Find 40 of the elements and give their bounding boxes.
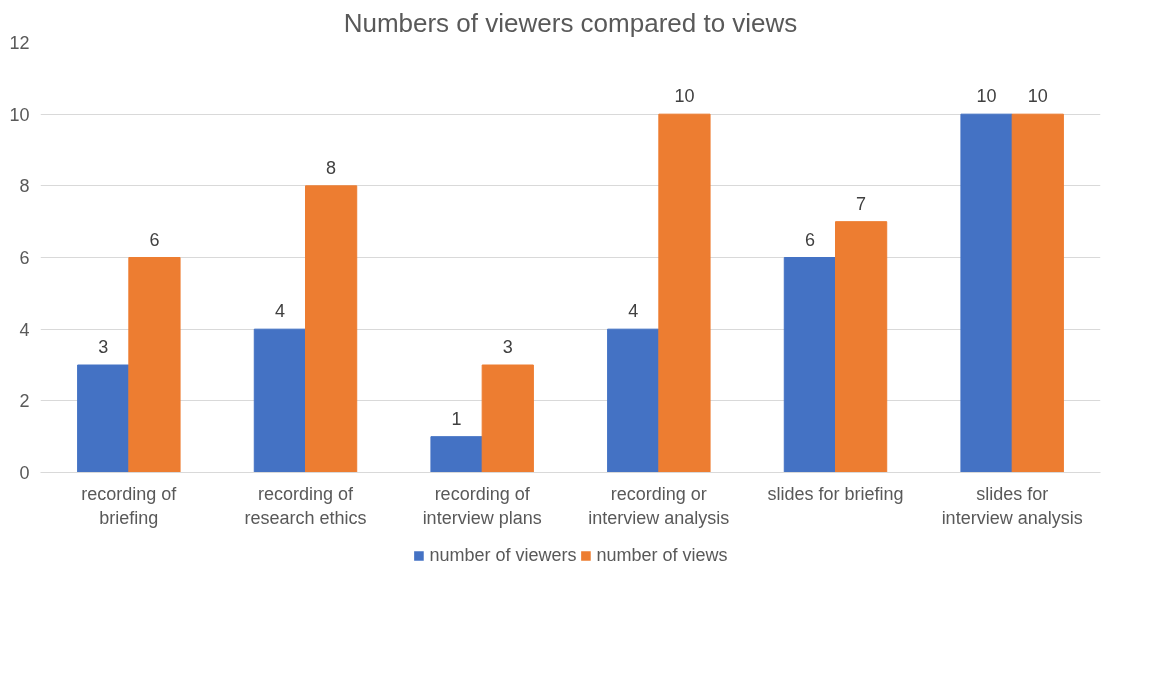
chart-title: Numbers of viewers compared to views <box>343 7 798 38</box>
x-tick-label: slides for interview analysis <box>941 483 1083 528</box>
data-label: 4 <box>274 301 285 322</box>
data-label: 10 <box>1027 86 1048 107</box>
bar <box>253 328 306 473</box>
y-tick-label: 0 <box>19 463 30 483</box>
data-label: 10 <box>674 86 695 107</box>
x-tick-label: slides for briefing <box>767 483 904 504</box>
y-tick-label: 6 <box>19 248 30 268</box>
legend-label: number of views <box>596 544 728 566</box>
bar <box>1011 113 1064 473</box>
data-label: 8 <box>326 157 337 178</box>
bar <box>305 185 358 473</box>
data-label: 10 <box>976 86 997 107</box>
data-label: 1 <box>451 408 462 429</box>
bar <box>481 364 534 473</box>
y-tick-label: 8 <box>19 176 30 197</box>
bar <box>607 328 660 473</box>
data-label: 7 <box>856 193 867 214</box>
bar <box>960 113 1013 473</box>
data-label: 6 <box>804 229 815 250</box>
bar <box>430 436 483 473</box>
bar <box>835 221 888 473</box>
legend-label: number of viewers <box>429 544 577 566</box>
y-tick-label: 12 <box>9 33 30 53</box>
x-tick-label: recording of research ethics <box>244 483 367 528</box>
x-tick-label: recording or interview analysis <box>588 483 730 528</box>
bar <box>128 257 181 473</box>
bar <box>783 257 836 473</box>
y-tick-label: 2 <box>19 391 30 412</box>
x-tick-label: recording of briefing <box>81 483 178 528</box>
y-tick-label: 10 <box>9 104 30 125</box>
bar <box>77 364 130 473</box>
data-label: 3 <box>98 337 109 357</box>
bar <box>658 113 711 473</box>
data-label: 3 <box>502 337 513 357</box>
data-label: 4 <box>628 301 639 322</box>
x-tick-label: recording of interview plans <box>422 483 542 528</box>
y-tick-label: 4 <box>19 319 30 340</box>
data-label: 6 <box>149 229 160 250</box>
